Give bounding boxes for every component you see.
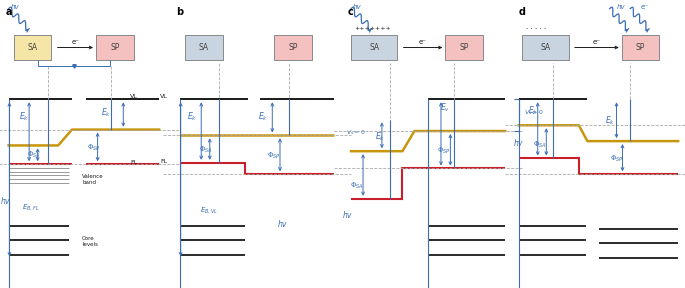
Text: e⁻: e⁻ [419,39,427,45]
Text: FL: FL [161,159,168,164]
Text: $\Phi_{SA}$: $\Phi_{SA}$ [199,145,212,155]
Bar [274,35,312,60]
Text: SA: SA [199,43,209,52]
Bar [185,35,223,60]
Text: $\Phi_{SP}$: $\Phi_{SP}$ [267,150,281,161]
Text: Valence
band: Valence band [82,174,104,185]
Text: VL: VL [130,94,138,99]
Text: Core
levels: Core levels [82,236,98,247]
Text: SA: SA [369,43,379,52]
Text: $E_{B,VL}$: $E_{B,VL}$ [200,205,218,215]
Text: · · · · ·: · · · · · [525,26,546,32]
Text: $V_s > 0$: $V_s > 0$ [524,108,544,117]
Text: $E_v$: $E_v$ [440,102,450,114]
Text: SP: SP [636,43,645,52]
Text: hv: hv [278,220,287,229]
Bar [445,35,483,60]
Text: $E_k$: $E_k$ [375,130,385,143]
Text: e⁻: e⁻ [71,39,79,45]
Text: VL: VL [160,94,168,99]
Text: hv: hv [616,4,625,10]
Text: SP: SP [110,43,119,52]
Text: e⁻: e⁻ [593,39,601,45]
Text: hv: hv [353,4,362,10]
Text: $E_k$: $E_k$ [101,106,111,119]
Text: $\Phi_{SA}$: $\Phi_{SA}$ [534,139,547,150]
Text: $E_{B,FL}$: $E_{B,FL}$ [22,202,40,212]
Text: FL: FL [130,160,137,165]
Text: $E_k$: $E_k$ [187,111,197,124]
Text: a: a [5,7,12,17]
Text: SP: SP [288,43,297,52]
Text: +++++++: +++++++ [355,26,391,31]
Bar [622,35,659,60]
Text: hv: hv [1,197,10,206]
Text: SP: SP [460,43,469,52]
Text: $E_k$: $E_k$ [527,104,538,117]
Text: $\Phi_{SP}$: $\Phi_{SP}$ [610,153,623,164]
Text: $\Phi_{SP}$: $\Phi_{SP}$ [86,142,100,153]
Text: $\Phi_{SP}$: $\Phi_{SP}$ [437,146,450,156]
Text: $E_k$: $E_k$ [258,110,268,123]
Text: $E_k$: $E_k$ [605,114,614,127]
Text: $V_s = 0$: $V_s = 0$ [346,128,366,137]
Text: b: b [176,7,184,17]
Text: hv: hv [10,4,19,10]
Text: SA: SA [540,43,551,52]
Bar [14,35,51,60]
Bar [351,35,397,60]
Text: SA: SA [27,43,38,52]
Text: c: c [347,7,353,17]
Text: e⁻: e⁻ [640,4,649,10]
Text: hv: hv [514,139,523,149]
Bar [522,35,569,60]
Text: $E_k$: $E_k$ [19,111,29,123]
Bar [96,35,134,60]
Text: hv: hv [343,211,352,221]
Text: $\Phi_{SA}$: $\Phi_{SA}$ [350,181,364,191]
Text: d: d [519,7,526,17]
Text: $\Phi_{SA}$: $\Phi_{SA}$ [27,150,40,160]
